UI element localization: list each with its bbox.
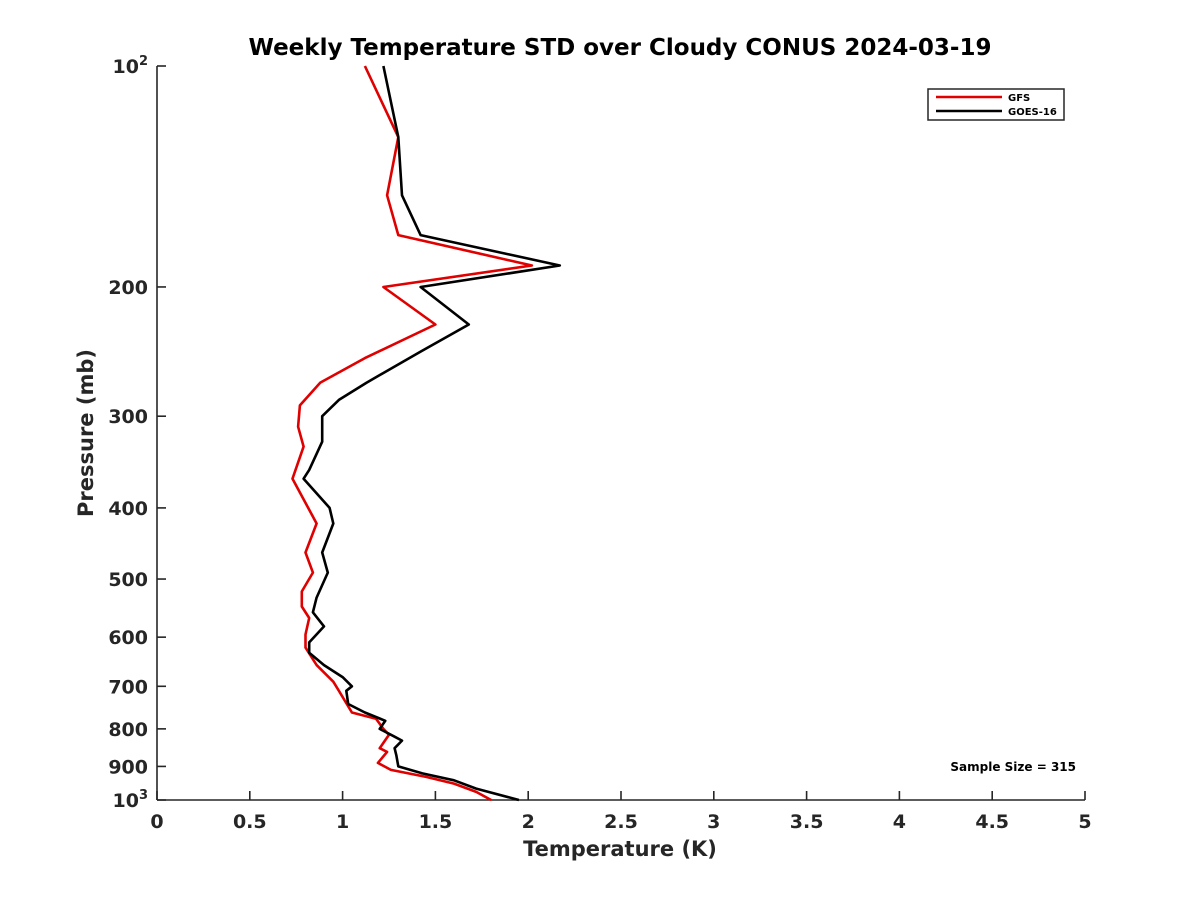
legend-label: GOES-16 [1008,107,1057,118]
y-tick-label: 800 [108,719,148,741]
y-tick-label: 600 [108,627,148,649]
y-tick-label: 102 [113,54,149,78]
series-line-goes-16 [304,66,560,800]
y-tick-label: 500 [108,569,148,591]
plot-area [157,66,1085,800]
x-tick-label: 0.5 [233,811,267,833]
x-tick-label: 2.5 [604,811,638,833]
x-tick-label: 1 [336,811,349,833]
temperature-std-chart: Weekly Temperature STD over Cloudy CONUS… [0,0,1200,900]
x-tick-label: 0 [150,811,163,833]
y-tick-label: 200 [108,277,148,299]
x-tick-label: 5 [1078,811,1091,833]
y-tick-label: 300 [108,406,148,428]
chart-title: Weekly Temperature STD over Cloudy CONUS… [249,35,992,61]
legend-label: GFS [1008,93,1030,104]
y-axis-label: Pressure (mb) [74,349,98,517]
x-tick-label: 4.5 [975,811,1009,833]
y-tick-label: 400 [108,498,148,520]
x-axis-ticks: 0 0.5 1 1.5 2 2.5 3 3.5 4 4.5 5 [150,791,1091,833]
series-layer [293,66,560,800]
y-tick-label: 103 [113,788,149,812]
x-tick-label: 4 [893,811,906,833]
x-axis-label: Temperature (K) [523,837,717,861]
x-tick-label: 1.5 [419,811,453,833]
y-tick-label: 900 [108,756,148,778]
x-tick-label: 3.5 [790,811,824,833]
sample-size-annotation: Sample Size = 315 [950,760,1076,774]
series-line-gfs [293,66,532,800]
y-tick-label: 700 [108,676,148,698]
legend: GFS GOES-16 [928,89,1064,120]
x-tick-label: 2 [522,811,535,833]
x-tick-label: 3 [707,811,720,833]
